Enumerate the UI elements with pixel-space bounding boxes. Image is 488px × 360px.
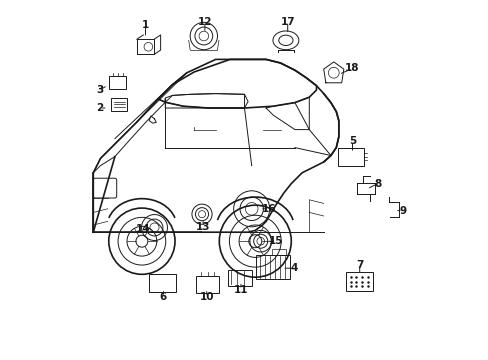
Bar [227,270,251,286]
Bar [346,271,372,292]
Bar [256,255,290,279]
Bar [111,98,127,111]
Text: 9: 9 [399,206,406,216]
Text: 5: 5 [348,136,355,146]
Bar [109,76,126,89]
Text: 3: 3 [96,85,103,95]
Bar [271,249,285,255]
Text: 12: 12 [197,17,212,27]
Text: 7: 7 [355,260,363,270]
Text: 11: 11 [233,285,247,295]
Text: 17: 17 [280,17,294,27]
Text: 15: 15 [268,236,283,246]
Text: 1: 1 [142,20,149,30]
Text: 10: 10 [199,292,214,302]
Text: 4: 4 [290,263,297,273]
Text: 13: 13 [196,222,210,232]
Bar [149,274,176,292]
Bar [337,148,363,166]
Text: 18: 18 [345,63,359,73]
Text: 8: 8 [373,179,381,189]
Text: 6: 6 [160,292,167,302]
Text: 2: 2 [96,103,103,113]
Text: 14: 14 [135,224,150,234]
Bar [196,276,219,293]
Text: 16: 16 [261,204,275,214]
